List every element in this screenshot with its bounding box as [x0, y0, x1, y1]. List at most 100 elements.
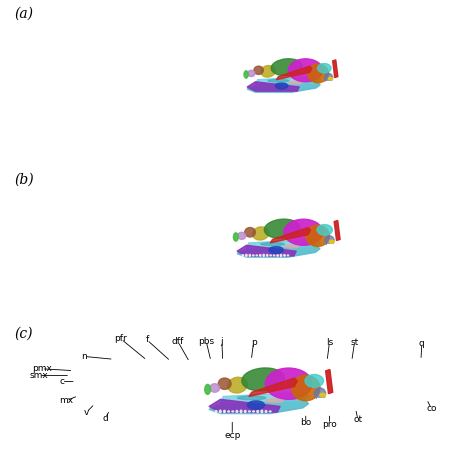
Ellipse shape: [248, 411, 250, 412]
Ellipse shape: [264, 219, 300, 238]
Ellipse shape: [289, 82, 301, 84]
Ellipse shape: [275, 83, 288, 89]
Text: ls: ls: [326, 338, 333, 346]
Text: j: j: [220, 337, 223, 346]
Polygon shape: [237, 246, 296, 256]
Ellipse shape: [320, 393, 326, 397]
Ellipse shape: [249, 255, 251, 256]
Ellipse shape: [256, 255, 257, 256]
Ellipse shape: [215, 410, 217, 412]
Polygon shape: [326, 370, 333, 393]
Text: (b): (b): [14, 173, 34, 187]
Ellipse shape: [269, 246, 283, 254]
Text: f: f: [146, 336, 148, 344]
Ellipse shape: [261, 410, 263, 413]
Text: co: co: [426, 404, 437, 413]
Polygon shape: [209, 398, 309, 413]
Text: c: c: [59, 377, 64, 386]
Ellipse shape: [329, 240, 334, 243]
Ellipse shape: [219, 410, 221, 413]
Text: d: d: [102, 414, 108, 422]
Ellipse shape: [305, 374, 323, 387]
Ellipse shape: [266, 255, 268, 256]
Ellipse shape: [265, 368, 312, 399]
Ellipse shape: [232, 411, 234, 412]
Polygon shape: [247, 82, 299, 91]
Polygon shape: [255, 77, 321, 85]
Polygon shape: [220, 392, 310, 404]
Ellipse shape: [210, 384, 220, 392]
Text: ot: ot: [353, 415, 363, 424]
Ellipse shape: [287, 255, 289, 256]
Text: (a): (a): [14, 7, 33, 21]
Ellipse shape: [224, 410, 225, 412]
Ellipse shape: [257, 410, 258, 412]
Ellipse shape: [242, 255, 244, 256]
Ellipse shape: [237, 232, 246, 239]
Ellipse shape: [245, 410, 246, 412]
Polygon shape: [247, 81, 320, 92]
Ellipse shape: [233, 233, 238, 241]
Polygon shape: [334, 220, 340, 241]
Ellipse shape: [228, 377, 247, 393]
Ellipse shape: [261, 243, 284, 246]
Text: pfr: pfr: [115, 335, 127, 343]
Ellipse shape: [254, 66, 264, 74]
Ellipse shape: [237, 396, 266, 400]
Text: (c): (c): [14, 327, 33, 341]
Ellipse shape: [271, 59, 302, 75]
Ellipse shape: [308, 64, 328, 83]
Ellipse shape: [317, 225, 332, 235]
Ellipse shape: [306, 225, 329, 246]
Ellipse shape: [284, 219, 323, 246]
Ellipse shape: [273, 255, 275, 256]
Text: n: n: [82, 352, 87, 361]
Ellipse shape: [328, 77, 333, 80]
Ellipse shape: [261, 65, 275, 77]
Polygon shape: [249, 378, 297, 396]
Polygon shape: [270, 228, 310, 243]
Ellipse shape: [240, 410, 242, 413]
Ellipse shape: [277, 255, 278, 256]
Ellipse shape: [253, 411, 255, 412]
Ellipse shape: [253, 255, 254, 256]
Ellipse shape: [284, 245, 299, 248]
Ellipse shape: [325, 236, 334, 246]
Text: mx: mx: [59, 396, 73, 405]
Ellipse shape: [263, 255, 264, 256]
Ellipse shape: [260, 255, 261, 256]
Polygon shape: [209, 399, 280, 412]
Bar: [327, 81, 332, 83]
Ellipse shape: [268, 80, 289, 82]
Polygon shape: [237, 244, 320, 257]
Text: p: p: [251, 338, 256, 346]
Ellipse shape: [253, 227, 269, 240]
Ellipse shape: [288, 59, 323, 82]
Ellipse shape: [236, 410, 238, 412]
Ellipse shape: [280, 255, 282, 256]
Ellipse shape: [314, 388, 326, 399]
Text: pro: pro: [322, 420, 337, 428]
Polygon shape: [333, 60, 338, 78]
Text: smx: smx: [29, 371, 48, 380]
Text: v: v: [83, 408, 89, 417]
Ellipse shape: [269, 411, 271, 412]
Ellipse shape: [324, 73, 333, 82]
Bar: [317, 398, 324, 401]
Text: pbs: pbs: [198, 337, 214, 346]
Ellipse shape: [265, 410, 267, 412]
Text: dff: dff: [172, 337, 184, 346]
Ellipse shape: [218, 378, 231, 390]
Text: st: st: [350, 338, 359, 346]
Text: q: q: [419, 339, 425, 347]
Ellipse shape: [244, 71, 248, 78]
Ellipse shape: [205, 384, 210, 394]
Text: bo: bo: [300, 419, 311, 427]
Ellipse shape: [245, 228, 255, 237]
Ellipse shape: [247, 401, 264, 410]
Ellipse shape: [228, 411, 229, 412]
Ellipse shape: [318, 64, 331, 73]
Ellipse shape: [266, 399, 283, 402]
Ellipse shape: [292, 375, 320, 401]
Text: ecp: ecp: [224, 431, 240, 439]
